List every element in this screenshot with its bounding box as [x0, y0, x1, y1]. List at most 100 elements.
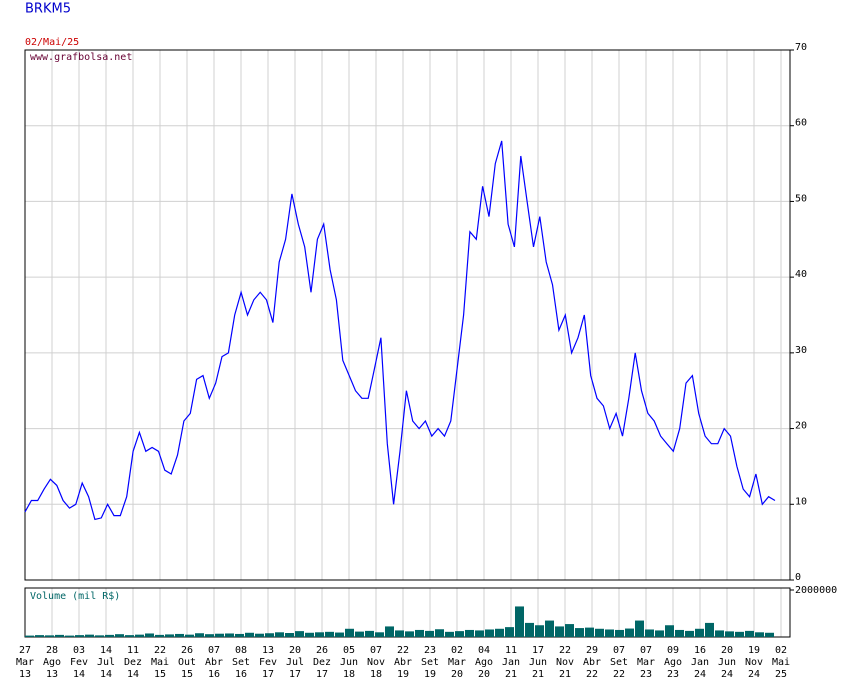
- volume-bar: [335, 632, 344, 637]
- x-tick-label: Jul: [286, 657, 304, 668]
- volume-bar: [175, 633, 184, 637]
- volume-bar: [715, 630, 724, 637]
- x-tick-label: Mar: [448, 657, 466, 668]
- x-tick-label: 17: [289, 669, 301, 680]
- x-tick-label: 26: [316, 645, 328, 656]
- volume-bar: [155, 634, 164, 637]
- x-tick-label: 07: [208, 645, 220, 656]
- volume-bar: [515, 606, 524, 637]
- volume-bar: [575, 628, 584, 637]
- x-tick-label: 02: [775, 645, 787, 656]
- x-tick-label: 05: [343, 645, 355, 656]
- volume-bar: [75, 635, 84, 637]
- y-tick-label: 30: [795, 345, 807, 356]
- volume-bar: [135, 634, 144, 637]
- volume-bar: [255, 633, 264, 637]
- volume-bar: [165, 634, 174, 637]
- y-tick-label: 70: [795, 42, 807, 53]
- x-tick-label: Abr: [205, 657, 223, 668]
- y-tick-label: 0: [795, 572, 801, 583]
- volume-panel: [24, 587, 791, 638]
- volume-bar: [375, 632, 384, 637]
- x-tick-label: Abr: [583, 657, 601, 668]
- x-tick-label: Fev: [259, 657, 277, 668]
- x-tick-label: Set: [421, 657, 439, 668]
- price-line: [24, 140, 776, 521]
- x-tick-label: 22: [559, 645, 571, 656]
- x-tick-label: 23: [424, 645, 436, 656]
- volume-bar: [685, 630, 694, 637]
- x-tick-label: 20: [451, 669, 463, 680]
- volume-bar: [645, 629, 654, 637]
- x-tick-label: 07: [640, 645, 652, 656]
- x-tick-label: Abr: [394, 657, 412, 668]
- volume-bar: [215, 633, 224, 637]
- x-tick-label: 08: [235, 645, 247, 656]
- x-tick-label: 07: [370, 645, 382, 656]
- x-tick-label: Set: [610, 657, 628, 668]
- x-tick-label: 11: [505, 645, 517, 656]
- volume-bar: [535, 625, 544, 637]
- volume-bar: [105, 634, 114, 637]
- x-tick-label: 20: [721, 645, 733, 656]
- x-tick-label: 25: [775, 669, 787, 680]
- x-tick-label: Nov: [367, 657, 385, 668]
- volume-bar: [45, 635, 54, 637]
- volume-bar: [225, 633, 234, 637]
- x-tick-label: 11: [127, 645, 139, 656]
- volume-bar: [745, 630, 754, 637]
- x-tick-label: Fev: [70, 657, 88, 668]
- volume-bar: [55, 634, 64, 637]
- volume-bar: [445, 631, 454, 637]
- x-tick-label: Dez: [313, 657, 331, 668]
- x-tick-label: Jun: [340, 657, 358, 668]
- x-tick-label: 17: [532, 645, 544, 656]
- x-tick-label: Dez: [124, 657, 142, 668]
- x-tick-label: 18: [343, 669, 355, 680]
- x-tick-label: 29: [586, 645, 598, 656]
- x-tick-label: 15: [154, 669, 166, 680]
- volume-bar: [755, 632, 764, 637]
- x-tick-label: 14: [127, 669, 139, 680]
- volume-bar: [735, 631, 744, 637]
- volume-bar: [325, 631, 334, 637]
- volume-bar: [395, 630, 404, 637]
- volume-bar: [145, 633, 154, 637]
- x-tick-label: 20: [289, 645, 301, 656]
- y-tick-label: 10: [795, 496, 807, 507]
- volume-bar: [665, 625, 674, 637]
- x-tick-label: 07: [613, 645, 625, 656]
- x-tick-label: 15: [181, 669, 193, 680]
- x-tick-label: Jan: [691, 657, 709, 668]
- x-tick-label: Nov: [745, 657, 763, 668]
- volume-title: Volume (mil R$): [30, 591, 120, 602]
- y-tick-label: 40: [795, 269, 807, 280]
- volume-bar: [95, 635, 104, 637]
- x-tick-label: 21: [505, 669, 517, 680]
- volume-bar: [605, 629, 614, 637]
- volume-bar: [425, 630, 434, 637]
- source-note: www.grafbolsa.net: [30, 52, 132, 63]
- x-tick-label: 18: [370, 669, 382, 680]
- volume-bar: [765, 632, 774, 637]
- x-tick-label: 28: [46, 645, 58, 656]
- volume-bar: [495, 628, 504, 637]
- volume-bar: [475, 630, 484, 637]
- x-tick-label: Ago: [475, 657, 493, 668]
- volume-bar: [25, 635, 34, 637]
- x-tick-label: 13: [262, 645, 274, 656]
- volume-bar: [635, 620, 644, 637]
- volume-bar: [265, 633, 274, 637]
- volume-bar: [365, 630, 374, 637]
- volume-bar: [195, 633, 204, 637]
- x-tick-label: 24: [694, 669, 706, 680]
- volume-bar: [205, 634, 214, 637]
- x-tick-label: 23: [667, 669, 679, 680]
- x-tick-label: Mar: [16, 657, 34, 668]
- chart-date: 02/Mai/25: [25, 37, 79, 48]
- volume-bar: [235, 633, 244, 637]
- volume-bar: [485, 629, 494, 637]
- x-tick-label: Mar: [637, 657, 655, 668]
- x-tick-label: 19: [397, 669, 409, 680]
